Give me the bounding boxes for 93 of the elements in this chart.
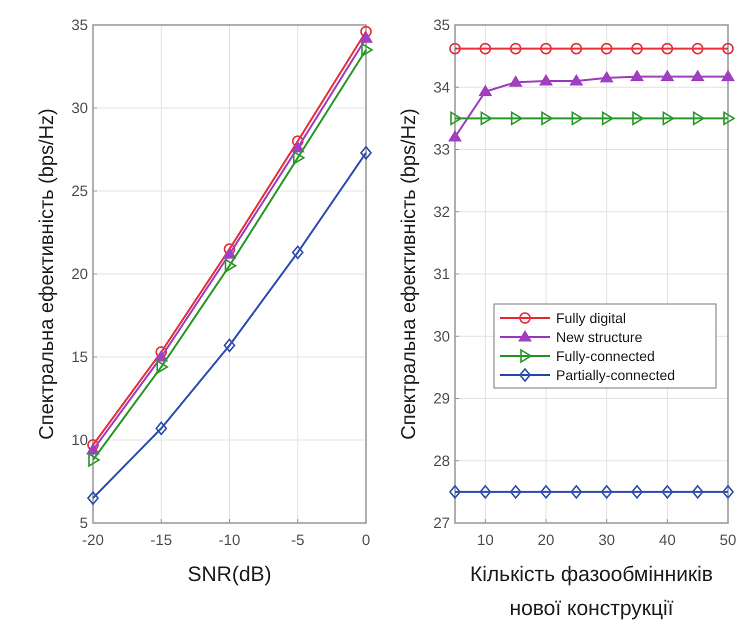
x-tick-label: -15	[150, 532, 172, 549]
y-tick-label: 5	[80, 515, 88, 532]
y-tick-label: 31	[433, 266, 450, 283]
legend-label: Fully digital	[556, 310, 626, 326]
x-tick-label: 30	[598, 532, 616, 549]
y-tick-label: 30	[433, 328, 450, 346]
point	[224, 338, 236, 352]
point	[602, 112, 614, 126]
x-tick-label: 10	[476, 532, 494, 549]
point	[223, 248, 236, 259]
x-tick-label: -5	[291, 532, 304, 549]
x-tick-label: -10	[218, 532, 240, 549]
point	[360, 32, 372, 43]
x-tick-label: 20	[538, 532, 554, 549]
x-tick-label: 0	[362, 532, 370, 549]
point	[224, 258, 236, 272]
point	[662, 112, 674, 126]
point	[722, 70, 734, 82]
point	[480, 485, 492, 499]
point	[600, 42, 612, 54]
point	[572, 112, 584, 126]
point	[541, 112, 553, 126]
point	[361, 43, 373, 57]
x-axis-title: Кількість фазообмінників нової конструкції	[470, 563, 713, 620]
point	[660, 70, 674, 82]
point	[450, 112, 462, 126]
point	[510, 112, 522, 126]
y-axis-title: Спектральна ефективність (bps/Hz)	[36, 108, 58, 440]
point	[480, 112, 492, 126]
y-tick-label: 35	[71, 17, 88, 34]
point	[87, 439, 99, 451]
point	[155, 422, 168, 436]
point	[692, 42, 704, 54]
point	[449, 42, 461, 54]
x-tick-label: -20	[82, 532, 104, 549]
y-tick-label: 29	[433, 390, 450, 408]
point	[509, 76, 522, 87]
point	[510, 485, 522, 499]
point	[662, 485, 674, 499]
point	[722, 485, 734, 499]
y-tick-label: 35	[433, 17, 450, 34]
point	[292, 151, 305, 165]
point	[692, 485, 704, 499]
y-tick-label: 34	[433, 79, 450, 96]
point	[692, 112, 704, 126]
point	[570, 74, 583, 86]
y-tick-label: 28	[433, 452, 450, 470]
point	[292, 246, 304, 260]
y-tick-label: 10	[71, 432, 88, 449]
point	[600, 485, 612, 499]
point	[292, 135, 304, 147]
point	[480, 42, 492, 54]
point	[360, 146, 372, 160]
point	[156, 360, 168, 374]
point	[154, 350, 168, 362]
y-tick-label: 30	[71, 100, 88, 117]
point	[448, 130, 462, 142]
y-tick-label: 15	[71, 349, 88, 366]
point	[662, 42, 674, 54]
point	[360, 26, 372, 38]
point	[723, 112, 735, 126]
point	[631, 485, 643, 499]
y-tick-label: 33	[433, 142, 450, 158]
point	[449, 485, 461, 499]
y-tick-label: 32	[433, 204, 450, 221]
x-tick-label: 50	[720, 532, 736, 549]
point	[224, 243, 236, 255]
point	[540, 74, 552, 86]
point	[155, 346, 168, 358]
legend-label: Fully-connected	[556, 348, 655, 364]
y-tick-label: 20	[71, 266, 88, 283]
y-axis-title: Спектральна ефективність (bps/Hz)	[398, 108, 420, 440]
legend-label: New structure	[556, 329, 643, 345]
point	[478, 85, 492, 96]
point	[631, 42, 643, 54]
point	[722, 42, 734, 54]
point	[540, 42, 552, 54]
x-axis-title: SNR(dB)	[187, 563, 272, 586]
point	[540, 485, 552, 499]
legend-label: Partially-connected	[556, 367, 676, 383]
point	[86, 443, 100, 454]
point	[600, 71, 614, 82]
point	[87, 491, 99, 505]
point	[510, 42, 522, 54]
point	[691, 70, 704, 82]
point	[570, 485, 582, 499]
point	[570, 42, 582, 54]
point	[630, 70, 644, 82]
point	[88, 453, 100, 467]
x-tick-label: 40	[658, 532, 676, 549]
point	[632, 112, 644, 126]
y-tick-label: 27	[433, 515, 450, 532]
y-tick-label: 25	[71, 183, 88, 200]
